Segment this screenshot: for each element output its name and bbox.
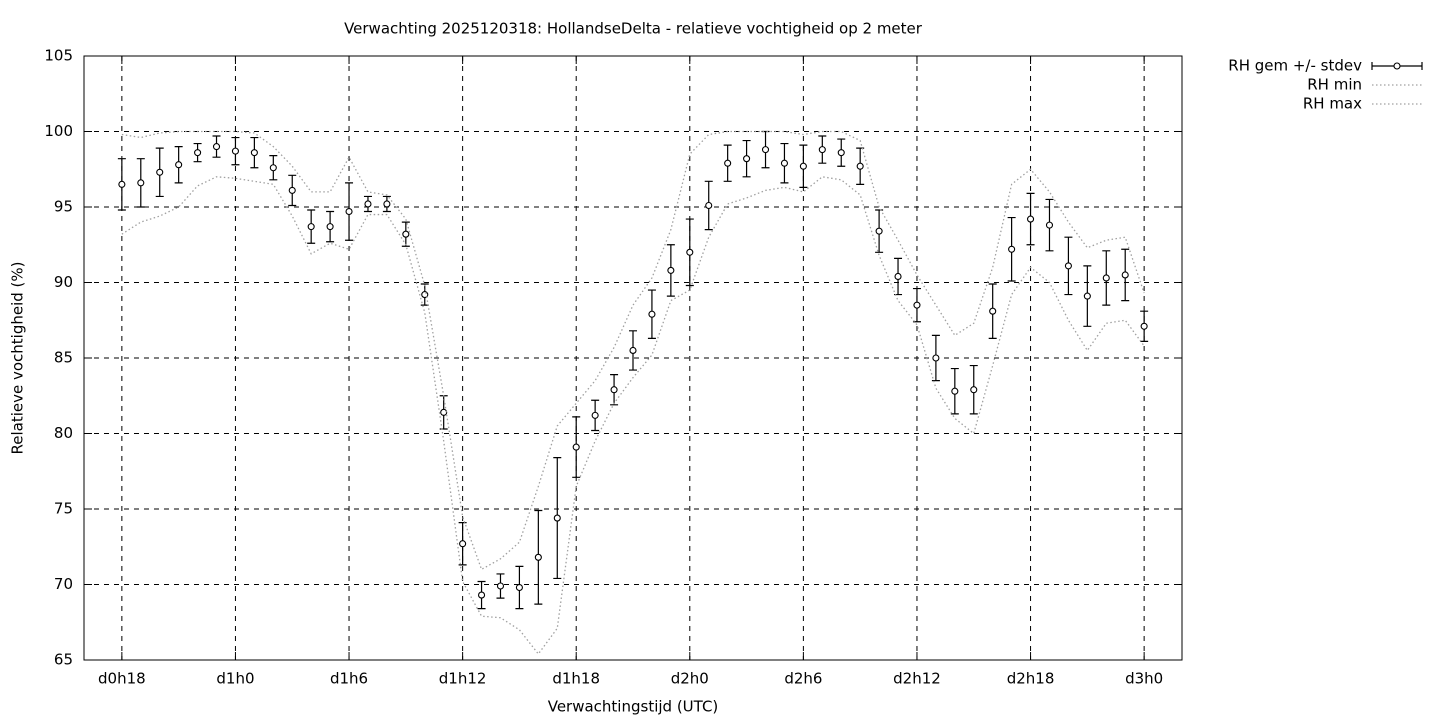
data-point	[118, 180, 126, 188]
data-point	[572, 443, 580, 451]
data-point	[364, 200, 372, 208]
data-point	[667, 266, 675, 274]
y-tick-label: 95	[54, 198, 73, 216]
data-point	[345, 207, 353, 216]
data-point	[156, 168, 164, 176]
data-point	[553, 514, 561, 522]
data-point	[478, 591, 486, 599]
x-tick-label: d1h18	[552, 670, 600, 688]
x-axis-label: Verwachtingstijd (UTC)	[548, 698, 719, 716]
data-point	[932, 354, 940, 362]
data-point	[875, 227, 883, 235]
data-point	[743, 155, 751, 163]
data-point	[402, 230, 410, 238]
data-point	[648, 310, 656, 318]
legend-swatch-point	[1393, 62, 1401, 70]
data-point	[610, 386, 618, 394]
chart-title: Verwachting 2025120318: HollandseDelta -…	[344, 20, 923, 38]
data-point	[534, 553, 542, 561]
data-point	[724, 159, 732, 167]
data-point	[989, 307, 997, 315]
data-point	[913, 301, 921, 309]
data-point	[856, 162, 864, 170]
x-tick-label: d2h0	[671, 670, 709, 688]
data-point	[837, 149, 845, 157]
x-tick-label: d2h6	[784, 670, 822, 688]
data-point	[818, 146, 826, 154]
data-point	[970, 386, 978, 394]
x-tick-label: d1h12	[439, 670, 487, 688]
x-tick-label: d1h6	[330, 670, 368, 688]
y-tick-label: 105	[44, 47, 73, 65]
data-point	[1121, 271, 1129, 279]
data-point	[1008, 245, 1016, 253]
data-point	[799, 162, 807, 170]
x-tick-label: d2h18	[1007, 670, 1055, 688]
data-point	[496, 582, 505, 590]
legend-label: RH gem +/- stdev	[1228, 57, 1362, 75]
plot-frame	[83, 55, 1183, 661]
x-tick-label: d0h18	[98, 670, 146, 688]
data-point	[1140, 322, 1148, 330]
data-point	[1102, 274, 1110, 282]
x-tick-label: d3h0	[1125, 670, 1163, 688]
data-point	[326, 223, 334, 231]
y-tick-label: 80	[54, 424, 73, 442]
data-point	[1045, 221, 1054, 229]
y-tick-label: 75	[54, 500, 73, 518]
legend-label: RH max	[1303, 95, 1362, 113]
data-point	[383, 200, 391, 208]
data-point	[459, 540, 467, 548]
data-point	[629, 346, 637, 355]
y-axis-label: Relatieve vochtigheid (%)	[9, 261, 27, 454]
data-point	[761, 146, 770, 154]
y-tick-label: 70	[54, 575, 73, 593]
legend-label: RH min	[1307, 76, 1362, 94]
data-point	[175, 161, 183, 169]
data-point	[705, 201, 713, 210]
data-point	[1064, 262, 1072, 270]
data-point	[440, 408, 448, 416]
line-series	[121, 130, 1145, 571]
y-tick-label: 90	[54, 273, 73, 291]
data-point	[137, 179, 145, 187]
x-tick-label: d2h12	[893, 670, 941, 688]
line-series	[121, 176, 1145, 656]
y-tick-label: 65	[54, 651, 73, 669]
x-tick-label: d1h0	[216, 670, 254, 688]
data-point	[515, 583, 523, 592]
data-point	[951, 387, 959, 395]
data-point	[231, 147, 239, 155]
data-point	[686, 248, 694, 256]
data-point	[269, 164, 277, 172]
data-point	[307, 223, 315, 231]
data-point	[194, 149, 202, 157]
data-point	[591, 411, 599, 419]
data-point	[250, 149, 258, 157]
y-tick-label: 100	[44, 122, 73, 140]
data-point	[780, 159, 788, 167]
data-point	[288, 186, 296, 194]
data-point	[1083, 292, 1091, 300]
data-point	[1027, 215, 1035, 223]
data-point	[212, 143, 221, 151]
y-tick-label: 85	[54, 349, 73, 367]
data-point	[894, 272, 902, 281]
